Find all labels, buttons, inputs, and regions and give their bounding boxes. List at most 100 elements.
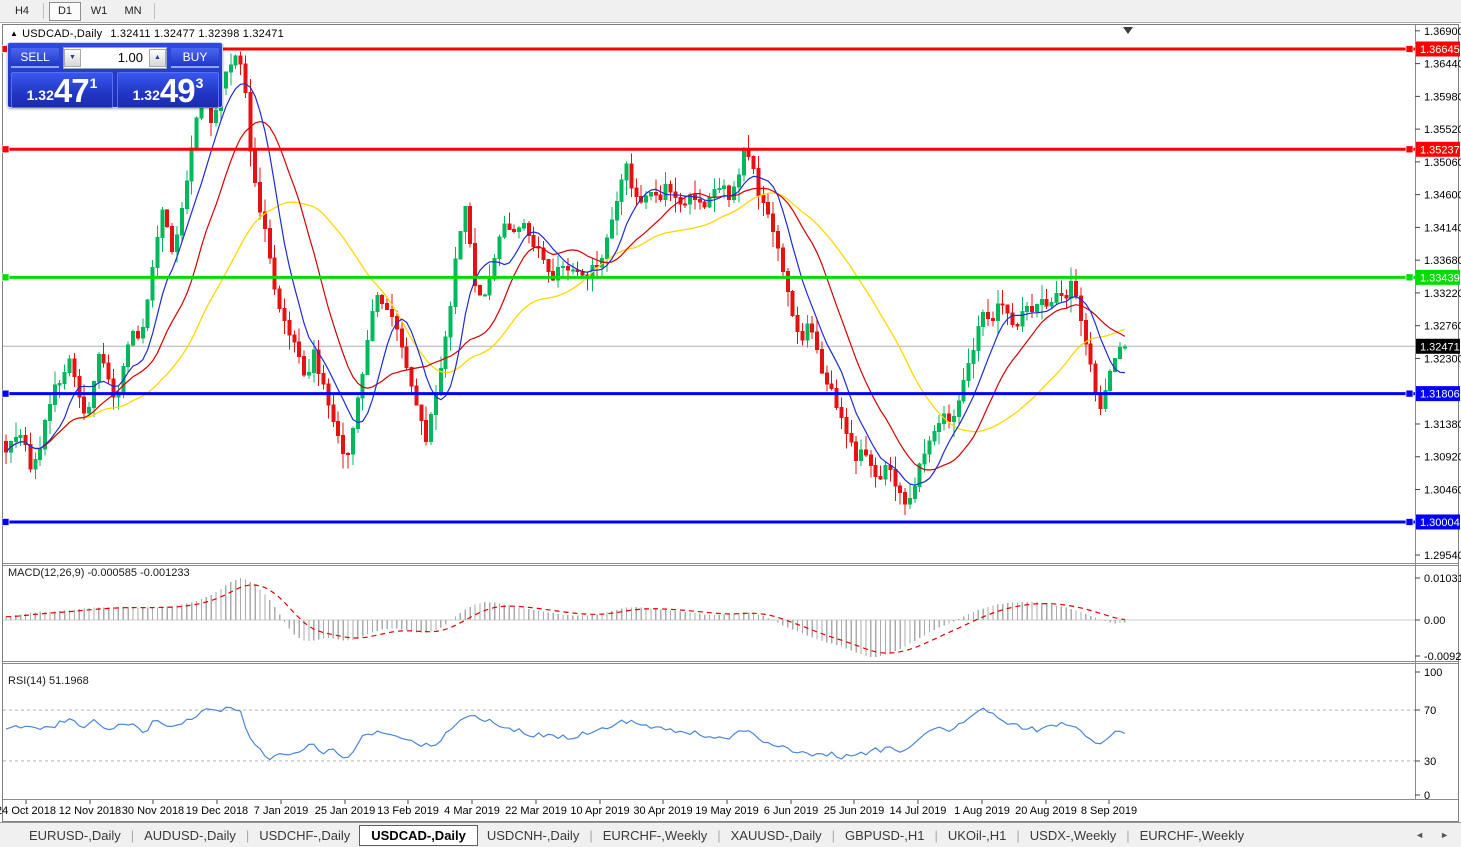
timeframe-toolbar: H4 D1 W1 MN (0, 0, 1461, 23)
rsi-name: RSI(14) (8, 675, 46, 687)
chart-tab-xauusd[interactable]: XAUUSD-,Daily (730, 827, 822, 843)
sell-price-point: 1 (89, 75, 98, 91)
line-anchor[interactable] (1405, 145, 1414, 154)
svg-text:0: 0 (1424, 790, 1430, 802)
svg-text:70: 70 (1424, 705, 1436, 717)
collapse-triangle-icon[interactable]: ▲ (10, 29, 19, 38)
ma-fast-line (5, 83, 1125, 486)
timeframe-button-w1[interactable]: W1 (83, 2, 115, 21)
sell-button[interactable]: SELL (11, 47, 59, 68)
svg-text:1.32471: 1.32471 (1420, 341, 1460, 353)
svg-text:6 Jun 2019: 6 Jun 2019 (764, 805, 818, 817)
svg-text:-0.009203: -0.009203 (1424, 651, 1461, 663)
svg-text:1.33680: 1.33680 (1424, 255, 1461, 267)
svg-text:1.35520: 1.35520 (1424, 124, 1461, 136)
tab-scroll-right-icon[interactable]: ► (1440, 830, 1449, 840)
svg-text:1.31806: 1.31806 (1420, 389, 1460, 401)
line-anchor[interactable] (1405, 273, 1414, 282)
rsi-indicator-label: RSI(14) 51.1968 (8, 675, 89, 687)
svg-text:10 Apr 2019: 10 Apr 2019 (570, 805, 629, 817)
svg-text:1.35237: 1.35237 (1420, 144, 1460, 156)
svg-text:14 Jul 2019: 14 Jul 2019 (890, 805, 947, 817)
ma-slow-line (5, 192, 1126, 453)
macd-values: -0.000585 -0.001233 (87, 567, 190, 579)
line-anchor[interactable] (1405, 518, 1414, 526)
svg-text:1.31380: 1.31380 (1424, 419, 1461, 431)
chart-tab-usdchf[interactable]: USDCHF-,Daily (259, 827, 351, 843)
line-anchor[interactable] (1405, 45, 1414, 53)
chart-tab-usdcnh[interactable]: USDCNH-,Daily (486, 827, 580, 843)
chart-tab-usdcad[interactable]: USDCAD-,Daily (359, 824, 478, 846)
buy-price-display[interactable]: 1.32 49 3 (117, 72, 219, 108)
price-label-badge (1416, 386, 1460, 402)
ohlc-quote: 1.32411 1.32477 1.32398 1.32471 (110, 28, 284, 40)
price-label-badge (1416, 141, 1460, 157)
tab-scroll-left-icon[interactable]: ◄ (1415, 830, 1425, 840)
date-axis: 24 Oct 2018 12 Nov 2018 30 Nov 2018 19 Dec … (0, 800, 1137, 817)
sell-price-display[interactable]: 1.32 47 1 (11, 72, 113, 108)
svg-text:1.33439: 1.33439 (1420, 272, 1460, 284)
macd-axis: 0.010311 0.00 -0.009203 (1415, 573, 1461, 663)
line-anchor[interactable] (1, 389, 10, 398)
chart-tab-ukoil[interactable]: UKOil-,H1 (947, 827, 1007, 843)
svg-text:1.33220: 1.33220 (1424, 288, 1461, 300)
line-anchor[interactable] (1, 273, 10, 282)
timeframe-button-h4[interactable]: H4 (6, 2, 38, 21)
chart-tab-audusd[interactable]: AUDUSD-,Daily (144, 827, 236, 843)
chart-tab-eurchf[interactable]: EURCHF-,Weekly (1139, 827, 1245, 843)
line-anchor[interactable] (1, 518, 10, 526)
volume-decrease-button[interactable]: ▼ (64, 48, 81, 67)
svg-text:1.35980: 1.35980 (1424, 91, 1461, 103)
tab-separator: | (717, 827, 721, 843)
tab-separator: | (245, 827, 250, 843)
svg-text:1.29540: 1.29540 (1424, 550, 1461, 562)
buy-button[interactable]: BUY (171, 47, 219, 68)
macd-signal-line (5, 584, 1125, 654)
rsi-line (5, 706, 1126, 761)
svg-text:25 Jun 2019: 25 Jun 2019 (824, 805, 885, 817)
svg-text:8 Sep 2019: 8 Sep 2019 (1081, 805, 1137, 817)
sell-price-pips: 47 (53, 72, 90, 109)
price-label-badge (1416, 514, 1460, 530)
tab-separator: | (589, 827, 593, 843)
volume-input[interactable] (81, 48, 149, 67)
svg-text:1.30004: 1.30004 (1420, 517, 1460, 529)
svg-text:1.34140: 1.34140 (1424, 222, 1461, 234)
tab-separator: | (1126, 827, 1130, 843)
candlesticks (4, 51, 1127, 516)
svg-text:7 Jan 2019: 7 Jan 2019 (254, 805, 308, 817)
chart-tab-usdx[interactable]: USDX-,Weekly (1029, 827, 1117, 843)
svg-text:1.30460: 1.30460 (1424, 484, 1461, 496)
svg-text:13 Feb 2019: 13 Feb 2019 (377, 805, 439, 817)
line-anchor[interactable] (1405, 389, 1414, 398)
svg-text:25 Jan 2019: 25 Jan 2019 (315, 805, 376, 817)
volume-increase-button[interactable]: ▲ (149, 48, 166, 67)
svg-text:1.34600: 1.34600 (1424, 190, 1461, 202)
chart-shift-marker[interactable] (1123, 27, 1133, 34)
rsi-axis: 100 70 30 0 (1415, 667, 1442, 802)
chart-tab-eurchf[interactable]: EURCHF-,Weekly (602, 827, 708, 843)
price-axis: 1.36900 1.36440 1.35980 1.35520 1.35060 1.346… (1415, 26, 1461, 562)
svg-text:20 Aug 2019: 20 Aug 2019 (1015, 805, 1077, 817)
tab-scroll-arrows: ◄ ► (1415, 830, 1449, 840)
timeframe-button-mn[interactable]: MN (117, 2, 149, 21)
chart-tab-gbpusd[interactable]: GBPUSD-,H1 (845, 827, 925, 843)
svg-text:1.36900: 1.36900 (1424, 26, 1461, 38)
tab-separator: | (831, 827, 836, 843)
chart-tab-eurusd[interactable]: EURUSD-,Daily (29, 827, 121, 843)
price-label-badge (1416, 338, 1460, 354)
toolbar-separator (154, 3, 155, 19)
line-anchor[interactable] (1, 145, 10, 154)
svg-text:4 Mar 2019: 4 Mar 2019 (444, 805, 500, 817)
svg-text:12 Nov 2018: 12 Nov 2018 (59, 805, 121, 817)
timeframe-button-d1[interactable]: D1 (49, 1, 81, 21)
sell-price-base: 1.32 (26, 87, 54, 103)
tab-separator: | (130, 827, 135, 843)
svg-text:30 Apr 2019: 30 Apr 2019 (633, 805, 692, 817)
tab-separator: | (1016, 827, 1020, 843)
tab-separator: | (934, 827, 938, 843)
price-label-badge (1416, 41, 1460, 57)
svg-text:1.32300: 1.32300 (1424, 353, 1461, 365)
chart-window-border (2, 24, 1459, 822)
